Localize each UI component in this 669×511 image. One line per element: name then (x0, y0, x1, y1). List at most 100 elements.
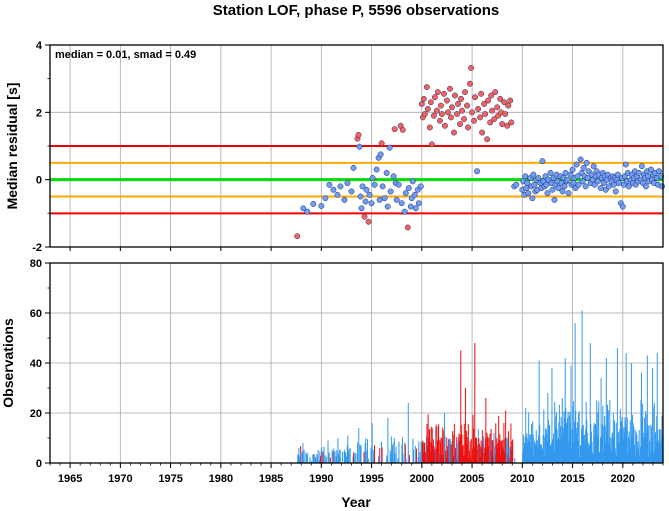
observation-bar (575, 433, 577, 463)
observation-bar (657, 429, 659, 463)
observation-bar (455, 448, 457, 463)
observation-bar (404, 444, 406, 463)
observation-bar (335, 456, 337, 463)
observation-bar (435, 424, 437, 463)
residual-point (405, 185, 412, 192)
residual-point (535, 175, 542, 181)
residual-outlier-point (454, 111, 460, 117)
observation-bar (508, 431, 510, 463)
observation-bar (379, 448, 381, 463)
observation-bar (646, 355, 648, 463)
observation-bar (479, 457, 481, 463)
residual-point (358, 205, 365, 212)
residual-point (384, 203, 391, 210)
observation-bar (477, 444, 479, 463)
observation-bar (499, 455, 501, 463)
residual-point (381, 195, 388, 202)
observation-bar (629, 439, 631, 463)
observation-bar (297, 454, 299, 463)
observation-bar (428, 437, 430, 463)
residual-point (368, 200, 375, 207)
observation-bar (471, 459, 473, 463)
observation-bar (585, 429, 587, 463)
observation-bar (629, 420, 631, 463)
observation-bar (460, 350, 462, 463)
year-tick-label: 2000 (410, 473, 434, 485)
observation-bar (604, 415, 606, 463)
observation-bar (592, 455, 594, 463)
observation-bar (302, 443, 304, 463)
observation-bar (380, 441, 382, 463)
observation-bar (641, 416, 643, 463)
observation-bar (573, 441, 575, 463)
observation-bar (614, 420, 616, 463)
observation-bar (648, 456, 650, 463)
observation-bar (611, 433, 613, 463)
observation-bar (493, 433, 495, 463)
observation-bar (620, 421, 622, 463)
observation-bar (603, 426, 605, 463)
observation-bar (494, 446, 496, 463)
residual-outlier-point (365, 218, 372, 225)
residual-outlier-point (471, 117, 478, 124)
observation-bar (483, 436, 485, 463)
residual-point (383, 169, 390, 176)
observations-y-tick-label: 20 (30, 408, 42, 420)
observation-bar (564, 417, 566, 463)
observation-bar (301, 451, 303, 463)
observation-bar (660, 429, 662, 463)
observation-bar (422, 440, 424, 463)
residual-point (417, 183, 424, 190)
observation-bar (507, 438, 509, 463)
observation-bar (398, 441, 400, 463)
observation-bar (441, 438, 443, 463)
observation-bar (354, 452, 356, 463)
residual-outlier-point (457, 121, 463, 128)
observation-bar (478, 438, 480, 463)
observation-bar (300, 445, 302, 463)
observation-bar (527, 438, 529, 463)
residual-outlier-point (492, 89, 499, 96)
residual-y-tick-label: -2 (32, 242, 42, 254)
residual-outlier-point (361, 213, 368, 220)
observation-bar (394, 453, 396, 463)
observation-bar (644, 436, 646, 463)
observation-bar (554, 401, 556, 463)
residual-outlier-point (477, 114, 484, 121)
observation-bar (469, 441, 471, 463)
residual-outlier-point (436, 117, 443, 124)
observation-bar (333, 448, 335, 463)
observations-y-tick-label: 40 (30, 358, 42, 370)
residual-point (605, 183, 612, 190)
residual-outlier-point (431, 94, 438, 101)
residual-point (583, 159, 590, 166)
stats-annotation: median = 0.01, smad = 0.49 (55, 49, 196, 61)
observation-bar (525, 437, 527, 463)
observation-bar (372, 450, 374, 463)
residual-point (659, 183, 665, 190)
observation-bar (471, 448, 473, 463)
observation-bar (531, 423, 533, 463)
observation-bar (418, 441, 420, 463)
residual-point (474, 168, 481, 175)
residual-outlier-point (479, 129, 486, 136)
residual-point (334, 191, 341, 198)
observation-bar (433, 445, 435, 463)
residual-point (304, 208, 311, 215)
observation-bar (439, 443, 441, 463)
residual-point (318, 202, 325, 209)
observation-bar (474, 438, 476, 463)
observation-bar (593, 422, 595, 463)
observation-bar (645, 410, 647, 463)
residual-point (377, 151, 384, 158)
residual-outlier-point (468, 64, 475, 71)
observation-bar (616, 348, 618, 463)
observation-bar (486, 432, 488, 463)
residual-point (531, 181, 538, 188)
observation-bar (386, 457, 388, 463)
observation-bar (327, 440, 329, 463)
observation-bar (653, 402, 655, 463)
observation-bar (445, 450, 447, 463)
observation-bar (321, 447, 323, 463)
observation-bar (660, 438, 662, 463)
